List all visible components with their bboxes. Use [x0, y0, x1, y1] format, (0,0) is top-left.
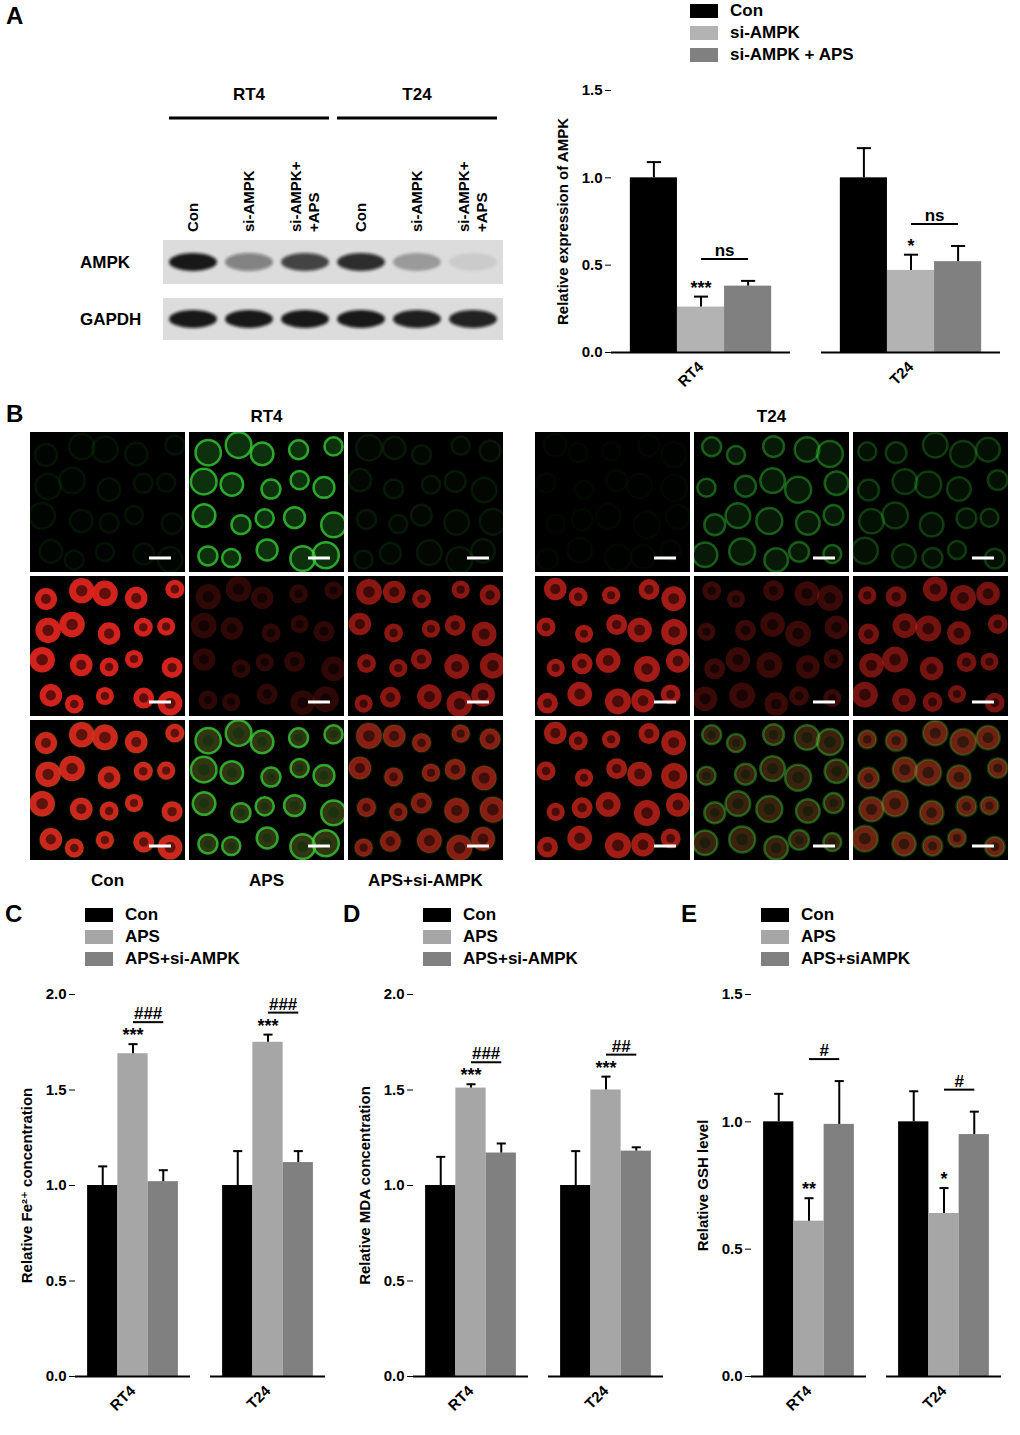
svg-text:T24: T24: [919, 1381, 950, 1412]
svg-text:Con: Con: [184, 203, 201, 232]
svg-text:RT4: RT4: [674, 357, 707, 390]
html-text:A: A: [6, 2, 24, 29]
html-text:E: E: [681, 900, 697, 927]
svg-text:1.0: 1.0: [384, 1176, 405, 1193]
html-text:Con: Con: [730, 1, 763, 20]
svg-text:###: ###: [134, 1004, 163, 1023]
svg-text:Con: Con: [91, 871, 124, 890]
svg-text:1.0: 1.0: [722, 1113, 743, 1130]
svg-text:0.5: 0.5: [582, 256, 603, 273]
svg-text:0.5: 0.5: [46, 1272, 67, 1289]
svg-text:+APS: +APS: [473, 192, 490, 232]
svg-text:#: #: [819, 1041, 829, 1060]
svg-text:2.0: 2.0: [46, 985, 67, 1002]
svg-text:RT4: RT4: [782, 1381, 815, 1414]
svg-text:APS+si-AMPK: APS+si-AMPK: [368, 871, 483, 890]
svg-text:si-AMPK+: si-AMPK+: [455, 161, 472, 232]
svg-text:si-AMPK: si-AMPK: [408, 170, 425, 232]
svg-text:ns: ns: [925, 206, 945, 225]
svg-text:***: ***: [690, 278, 711, 298]
html-text:APS: APS: [125, 927, 160, 946]
svg-text:Con: Con: [352, 203, 369, 232]
svg-text:***: ***: [460, 1065, 481, 1085]
html-text:Con: Con: [463, 905, 496, 924]
svg-text:+APS: +APS: [305, 192, 322, 232]
svg-text:1.0: 1.0: [46, 1176, 67, 1193]
svg-text:RT4: RT4: [444, 1381, 477, 1414]
svg-text:GAPDH: GAPDH: [80, 310, 141, 329]
svg-text:*: *: [907, 236, 914, 256]
svg-text:0.5: 0.5: [384, 1272, 405, 1289]
html-text:C: C: [5, 900, 23, 927]
svg-text:0.0: 0.0: [582, 343, 603, 360]
html-text:APS: APS: [801, 927, 836, 946]
svg-text:0.0: 0.0: [722, 1367, 743, 1384]
svg-text:*: *: [940, 1169, 947, 1189]
svg-text:AMPK: AMPK: [80, 253, 131, 272]
svg-text:1.5: 1.5: [582, 81, 603, 98]
svg-text:1.0: 1.0: [582, 169, 603, 186]
html-text:si-AMPK: si-AMPK: [730, 23, 800, 42]
svg-text:Relative GSH level: Relative GSH level: [694, 1120, 711, 1252]
svg-text:1.5: 1.5: [722, 985, 743, 1002]
html-text:APS+siAMPK: APS+siAMPK: [801, 949, 911, 968]
svg-text:RT4: RT4: [250, 407, 283, 426]
svg-text:APS: APS: [249, 871, 284, 890]
html-text:APS+si-AMPK: APS+si-AMPK: [125, 949, 240, 968]
svg-text:ns: ns: [715, 241, 735, 260]
svg-text:T24: T24: [757, 407, 787, 426]
svg-text:T24: T24: [243, 1381, 274, 1412]
svg-text:***: ***: [122, 1025, 143, 1045]
svg-text:###: ###: [472, 1044, 501, 1063]
svg-text:si-AMPK+: si-AMPK+: [287, 161, 304, 232]
html-text:APS+si-AMPK: APS+si-AMPK: [463, 949, 578, 968]
svg-text:#: #: [954, 1072, 964, 1091]
svg-text:Relative MDA concentration: Relative MDA concentration: [356, 1086, 373, 1285]
svg-text:T24: T24: [886, 357, 917, 388]
svg-text:1.5: 1.5: [384, 1081, 405, 1098]
svg-text:1.5: 1.5: [46, 1081, 67, 1098]
html-text:Con: Con: [125, 905, 158, 924]
html-text:si-AMPK + APS: si-AMPK + APS: [730, 45, 854, 64]
svg-text:Relative Fe²⁺ concentration: Relative Fe²⁺ concentration: [18, 1088, 35, 1283]
svg-text:2.0: 2.0: [384, 985, 405, 1002]
html-text:Con: Con: [801, 905, 834, 924]
svg-text:si-AMPK: si-AMPK: [240, 170, 257, 232]
svg-text:**: **: [802, 1179, 816, 1199]
svg-text:0.0: 0.0: [46, 1367, 67, 1384]
svg-text:RT4: RT4: [233, 85, 266, 104]
svg-text:0.0: 0.0: [384, 1367, 405, 1384]
html-text:B: B: [6, 400, 24, 427]
svg-text:Relative expression of AMPK: Relative expression of AMPK: [554, 118, 571, 325]
svg-text:T24: T24: [402, 85, 432, 104]
svg-text:###: ###: [269, 995, 298, 1014]
svg-text:0.5: 0.5: [722, 1240, 743, 1257]
svg-text:***: ***: [595, 1058, 616, 1078]
svg-text:***: ***: [257, 1016, 278, 1036]
svg-text:##: ##: [612, 1037, 631, 1056]
svg-text:RT4: RT4: [106, 1381, 139, 1414]
html-text:APS: APS: [463, 927, 498, 946]
html-text:D: D: [343, 900, 361, 927]
svg-text:T24: T24: [581, 1381, 612, 1412]
